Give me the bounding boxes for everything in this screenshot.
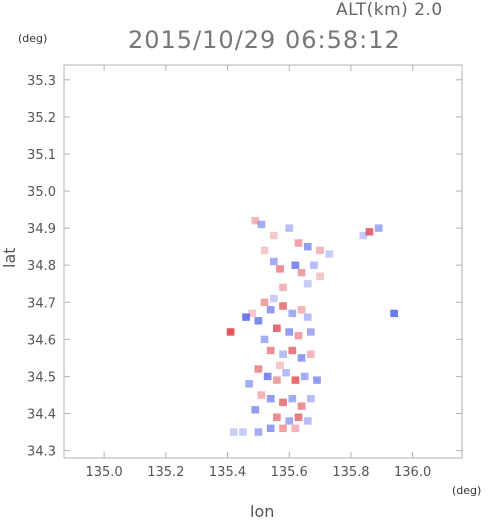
heatmap-cell (313, 376, 321, 383)
heatmap-cell (227, 328, 235, 335)
heatmap-cell (310, 262, 318, 269)
x-tick-label: 135.8 (332, 465, 369, 480)
heatmap-cell (261, 336, 269, 343)
heatmap-cell (251, 406, 259, 413)
y-tick-label: 34.3 (27, 445, 56, 460)
heatmap-cell (279, 399, 287, 406)
heatmap-cell (325, 250, 333, 257)
heatmap-cell (261, 247, 269, 254)
y-tick-label: 34.9 (27, 222, 56, 237)
heatmap-cell (276, 362, 284, 369)
y-tick-label: 34.5 (27, 370, 56, 385)
heatmap-cell (273, 376, 281, 383)
y-tick-label: 35.3 (27, 74, 56, 89)
heatmap-cell (375, 224, 383, 231)
x-axis-ticks: 135.0 135.2 135.4 135.6 135.8 136.0 (85, 65, 431, 480)
heatmap-cell (304, 313, 312, 320)
heatmap-cell (270, 295, 278, 302)
y-tick-label: 34.8 (27, 259, 56, 274)
heatmap-cell (267, 395, 275, 402)
heatmap-cell (307, 350, 315, 357)
heatmap-cell (298, 354, 306, 361)
heatmap-cell (298, 402, 306, 409)
heatmap-cell (295, 239, 303, 246)
heatmap-cell (267, 425, 275, 432)
heatmap-cell (307, 328, 315, 335)
y-tick-label: 34.7 (27, 296, 56, 311)
heatmap-cell (261, 299, 269, 306)
x-tick-label: 136.0 (394, 465, 431, 480)
heatmap-cell (267, 347, 275, 354)
heatmap-cell (267, 306, 275, 313)
heatmap-cell (279, 425, 287, 432)
heatmap-cell (304, 243, 312, 250)
x-tick-label: 135.0 (85, 465, 122, 480)
heatmap-cell (279, 350, 287, 357)
heatmap-cell (304, 280, 312, 287)
heatmap-cell (230, 428, 238, 435)
heatmap-cell (304, 417, 312, 424)
y-tick-label: 34.6 (27, 333, 56, 348)
heatmap-cell (307, 395, 315, 402)
heatmap-cell (285, 417, 293, 424)
heatmap-cell (288, 395, 296, 402)
heatmap-cell (258, 391, 266, 398)
heatmap-cell (316, 273, 324, 280)
heatmap-cell (285, 224, 293, 231)
heatmap-cell (359, 232, 367, 239)
heatmap-cell (282, 369, 290, 376)
heatmap-cell (288, 347, 296, 354)
heatmap-cell (292, 262, 300, 269)
heatmap-cell (285, 328, 293, 335)
heatmap-cell (298, 306, 306, 313)
heatmap-cell (298, 269, 306, 276)
heatmap-cell (255, 317, 263, 324)
heatmap-cell (316, 247, 324, 254)
heatmap-cell (270, 258, 278, 265)
heatmap-cell (279, 302, 287, 309)
x-tick-label: 135.6 (271, 465, 308, 480)
heatmap-cell (258, 221, 266, 228)
x-tick-label: 135.4 (209, 465, 246, 480)
heatmap-cell (295, 332, 303, 339)
heatmap-cell (255, 365, 263, 372)
heatmap-cell (279, 284, 287, 291)
heatmap-cells (227, 217, 398, 436)
y-tick-label: 34.4 (27, 408, 56, 423)
y-tick-label: 35.2 (27, 111, 56, 126)
heatmap-cell (270, 232, 278, 239)
heatmap-cell (239, 428, 247, 435)
heatmap-cell (292, 425, 300, 432)
heatmap-cell (292, 376, 300, 383)
heatmap-cell (242, 313, 250, 320)
heatmap-cell (273, 325, 281, 332)
heatmap-cell (264, 373, 272, 380)
y-axis-ticks: 35.3 35.2 35.1 35.0 34.9 34.8 34.7 34.6 34.5 34.4… (27, 74, 462, 460)
heatmap-cell (273, 414, 281, 421)
heatmap-cell (288, 310, 296, 317)
heatmap-cell (255, 428, 263, 435)
plot-frame (64, 65, 462, 458)
heatmap-cell (245, 380, 253, 387)
y-tick-label: 35.1 (27, 148, 56, 163)
heatmap-cell (301, 373, 309, 380)
heatmap-cell (295, 414, 303, 421)
y-tick-label: 35.0 (27, 185, 56, 200)
heatmap-cell (390, 310, 398, 317)
x-tick-label: 135.2 (147, 465, 184, 480)
heatmap-cell (276, 265, 284, 272)
